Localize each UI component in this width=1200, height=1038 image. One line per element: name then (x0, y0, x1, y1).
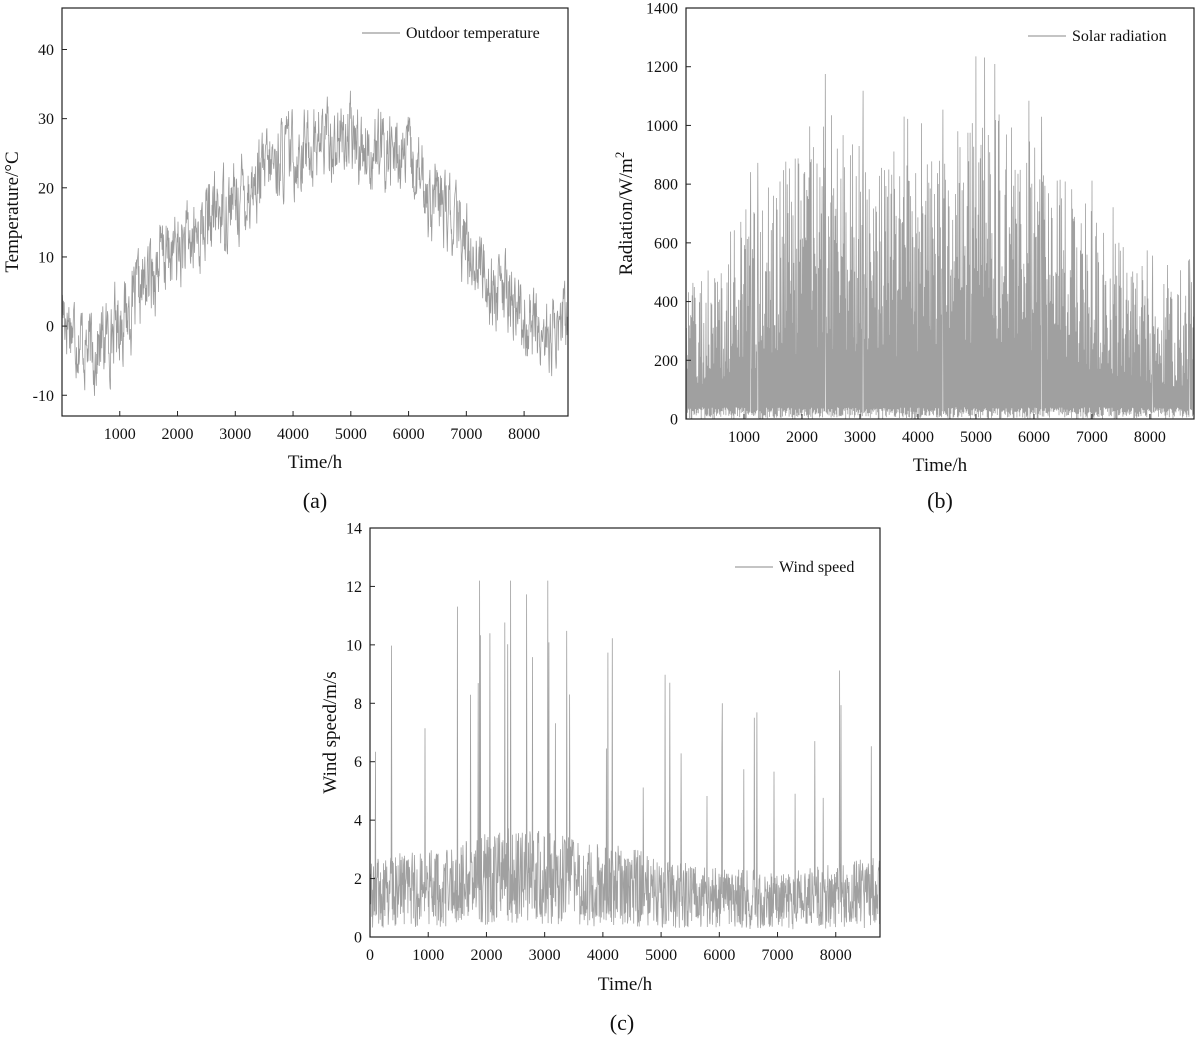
chart-panel-b: 1000 2000 3000 4000 5000 6000 7000 8000 0 200 400 6… (612, 1, 1195, 513)
x-tick-label: 4000 (902, 429, 934, 446)
x-tick-label: 4000 (587, 947, 619, 964)
x-tick-label: 6000 (703, 947, 735, 964)
y-tick-label: 800 (654, 177, 678, 194)
y-tick-label: 0 (46, 319, 54, 336)
y-axis-title-main: Radiation/W/m (616, 158, 637, 275)
x-tick-label: 7000 (1076, 429, 1108, 446)
x-tick-label: 4000 (277, 426, 309, 443)
plot-frame (61, 7, 569, 417)
panel-label: (c) (610, 1010, 634, 1035)
y-tick-label: 8 (354, 696, 362, 713)
y-tick-label: 4 (354, 813, 362, 830)
x-tick-label: 3000 (529, 947, 561, 964)
y-tick-label: 400 (654, 294, 678, 311)
x-tick-label: 1000 (412, 947, 444, 964)
y-tick-label: 1200 (646, 59, 678, 76)
chart-panel-c: 0 1000 2000 3000 4000 5000 6000 7000 8000 0 2 4 6 8 10… (320, 521, 881, 1035)
x-tick-label: 0 (366, 947, 374, 964)
series-line-c (369, 580, 881, 930)
y-axis-title: Radiation/W/m2 (612, 152, 637, 276)
y-axis-title: Temperature/°C (2, 151, 23, 272)
y-tick-label: 12 (346, 579, 362, 596)
y-tick-label: 600 (654, 235, 678, 252)
x-tick-label: 2000 (470, 947, 502, 964)
x-axis-title: Time/h (288, 452, 343, 473)
x-tick-label: 2000 (786, 429, 818, 446)
x-tick-label: 3000 (844, 429, 876, 446)
y-axis-title: Wind speed/m/s (320, 671, 341, 793)
y-tick-label: 6 (354, 754, 362, 771)
x-tick-label: 1000 (728, 429, 760, 446)
x-tick-label: 3000 (219, 426, 251, 443)
y-tick-label: 0 (354, 930, 362, 947)
y-tick-label: 20 (38, 180, 54, 197)
x-tick-label: 5000 (335, 426, 367, 443)
panel-label: (b) (927, 488, 953, 513)
x-tick-label: 5000 (960, 429, 992, 446)
x-tick-label: 6000 (393, 426, 425, 443)
x-tick-label: 5000 (645, 947, 677, 964)
x-tick-label: 1000 (104, 426, 136, 443)
y-tick-label: 14 (346, 521, 362, 538)
x-axis-title: Time/h (598, 974, 653, 995)
y-tick-label: 200 (654, 353, 678, 370)
y-tick-label: 1000 (646, 118, 678, 135)
x-tick-label: 2000 (162, 426, 194, 443)
x-tick-label: 7000 (762, 947, 794, 964)
y-tick-label: 30 (38, 111, 54, 128)
x-axis-title: Time/h (913, 455, 968, 476)
plot-frame (369, 527, 881, 938)
x-tick-label: 7000 (450, 426, 482, 443)
series-line-a (61, 90, 569, 396)
y-tick-label: 10 (346, 637, 362, 654)
legend-label: Outdoor temperature (406, 25, 540, 42)
y-tick-label: 1400 (646, 1, 678, 18)
x-tick-label: 8000 (508, 426, 540, 443)
x-tick-label: 8000 (820, 947, 852, 964)
y-tick-label: -10 (33, 388, 54, 405)
panel-label: (a) (303, 488, 327, 513)
y-tick-label: 2 (354, 871, 362, 888)
chart-panel-a: 1000 2000 3000 4000 5000 6000 7000 8000 -10 0 10 20… (2, 7, 569, 513)
legend-label: Solar radiation (1072, 28, 1167, 45)
series-line-b (685, 56, 1195, 420)
y-axis-title-superscript: 2 (612, 152, 627, 159)
x-tick-label: 6000 (1018, 429, 1050, 446)
legend-label: Wind speed (779, 559, 854, 576)
y-tick-label: 0 (670, 412, 678, 429)
x-tick-label: 8000 (1134, 429, 1166, 446)
plot-frame (685, 7, 1195, 420)
y-tick-label: 40 (38, 42, 54, 59)
y-tick-label: 10 (38, 249, 54, 266)
